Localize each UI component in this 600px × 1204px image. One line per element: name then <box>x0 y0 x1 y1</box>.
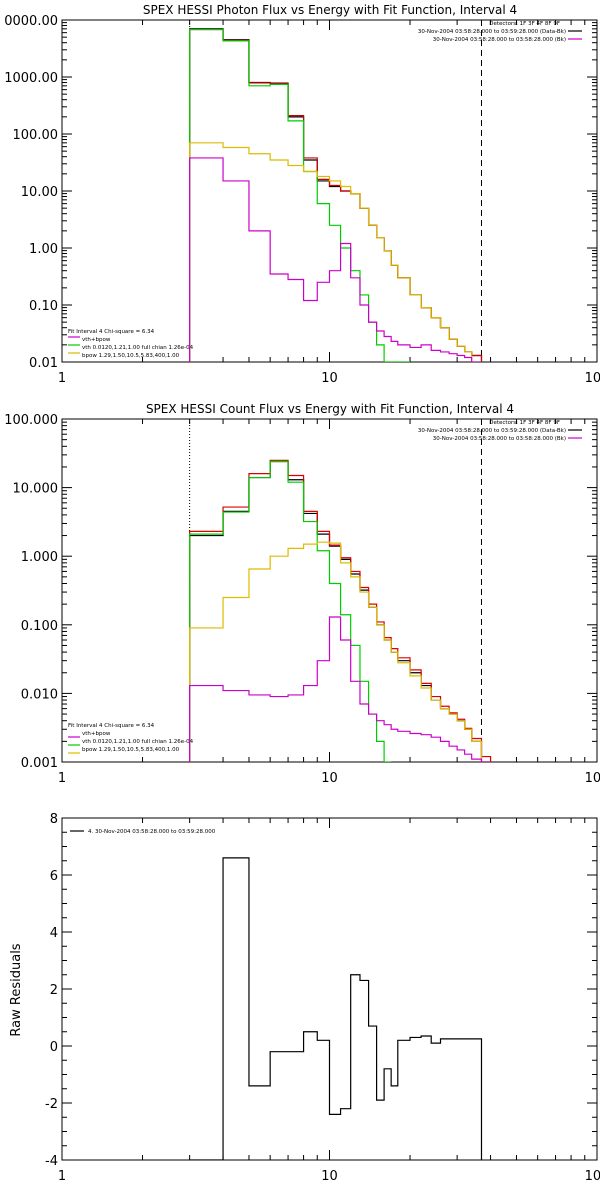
count-fit-bpow-line: bpow 1.29,1.50,10.5,5.83,400,1.00 <box>82 747 180 753</box>
residuals-y-tick-label: 4 <box>50 926 58 941</box>
photon-y-tick-label: 100.00 <box>13 128 59 143</box>
photon-y-tick-label: 1000.00 <box>4 71 58 86</box>
photon-flux-title: SPEX HESSI Photon Flux vs Energy with Fi… <box>143 3 517 17</box>
photon-fit-bpow-line: bpow 1.29,1.50,10.5,5.83,400,1.00 <box>82 353 180 359</box>
count-y-tick-label: 0.001 <box>21 756 58 771</box>
photon-series-bk_legend <box>189 157 482 362</box>
count-x-tick-label: 10 <box>321 771 338 786</box>
count-flux-title: SPEX HESSI Count Flux vs Energy with Fit… <box>146 402 514 416</box>
residuals-y-tick-label: -4 <box>45 1154 58 1169</box>
photon-fit-interval-line: Fit Interval 4 Chi-square = 6.34 <box>68 329 155 335</box>
photon-series-vth <box>189 28 411 362</box>
photon-y-tick-label: 0.10 <box>29 299 58 314</box>
photon-databk-line: 30-Nov-2004 03:58:28.000 to 03:59:28.000… <box>418 29 566 35</box>
residuals-y-tick-label: 2 <box>50 983 58 998</box>
count-databk-line: 30-Nov-2004 03:58:28.000 to 03:59:28.000… <box>418 428 566 434</box>
count-series-group <box>189 459 492 762</box>
residuals-series-group <box>189 857 483 1160</box>
count-series-bpow <box>189 541 491 762</box>
count-bk-line: 30-Nov-2004 03:58:28.000 to 03:58:28.000… <box>433 436 566 442</box>
photon-x-tick-label: 10 <box>321 371 338 386</box>
photon-x-tick-label: 1 <box>58 371 66 386</box>
photon-y-tick-label: 10.00 <box>21 185 58 200</box>
count-fit-vth-line: vth 0.0120,1.21,1.00 full chian 1.26e-04 <box>82 739 194 745</box>
photon-y-tick-label: 1.00 <box>29 242 58 257</box>
residuals-x-tick-label: 100 <box>585 1169 600 1184</box>
count-fit-model-line: vth+bpow <box>82 731 111 737</box>
residuals-panel: 4. 30-Nov-2004 03:58:28.000 to 03:59:28.… <box>9 812 600 1184</box>
photon-series-bpow <box>189 142 482 362</box>
photon-y-tick-label: 0.01 <box>29 356 58 371</box>
count-detectors-line: Detectors: 1F 3F 4F 8F 9F <box>489 420 560 426</box>
photon-fit-model-line: vth+bpow <box>82 337 111 343</box>
photon-fit-vth-line: vth 0.0120,1.21,1.00 full chian 1.26e-04 <box>82 345 194 351</box>
residuals-legend-text: 4. 30-Nov-2004 03:58:28.000 to 03:59:28.… <box>88 829 216 835</box>
photon-series-group <box>189 28 483 362</box>
residuals-y-tick-label: 6 <box>50 869 58 884</box>
photon-flux-panel: SPEX HESSI Photon Flux vs Energy with Fi… <box>4 3 600 386</box>
count-flux-panel: SPEX HESSI Count Flux vs Energy with Fit… <box>4 402 600 786</box>
residuals-y-tick-label: 0 <box>50 1040 58 1055</box>
residuals-x-tick-label: 1 <box>58 1169 66 1184</box>
residuals-series-data <box>189 857 483 1160</box>
count-y-tick-label: 100.000 <box>4 413 58 428</box>
count-y-tick-label: 1.000 <box>21 550 58 565</box>
count-fit-interval-line: Fit Interval 4 Chi-square = 6.34 <box>68 723 155 729</box>
photon-y-tick-label: 0000.00 <box>4 14 58 29</box>
count-y-tick-label: 0.100 <box>21 619 58 634</box>
count-x-tick-label: 1 <box>58 771 66 786</box>
residuals-y-tick-label: 8 <box>50 812 58 827</box>
count-y-tick-label: 10.000 <box>13 482 59 497</box>
count-y-tick-label: 0.010 <box>21 687 58 702</box>
residuals-x-tick-label: 10 <box>321 1169 338 1184</box>
photon-detectors-line: Detectors: 1F 3F 4F 8F 9F <box>489 21 560 27</box>
photon-x-tick-label: 100 <box>585 371 600 386</box>
residuals-y-tick-label: -2 <box>45 1097 58 1112</box>
count-x-tick-label: 100 <box>585 771 600 786</box>
photon-bk-line: 30-Nov-2004 03:58:28.000 to 03:58:28.000… <box>433 37 566 43</box>
count-series-bk_legend <box>189 616 491 762</box>
residuals-y-axis-label: Raw Residuals <box>9 943 24 1036</box>
